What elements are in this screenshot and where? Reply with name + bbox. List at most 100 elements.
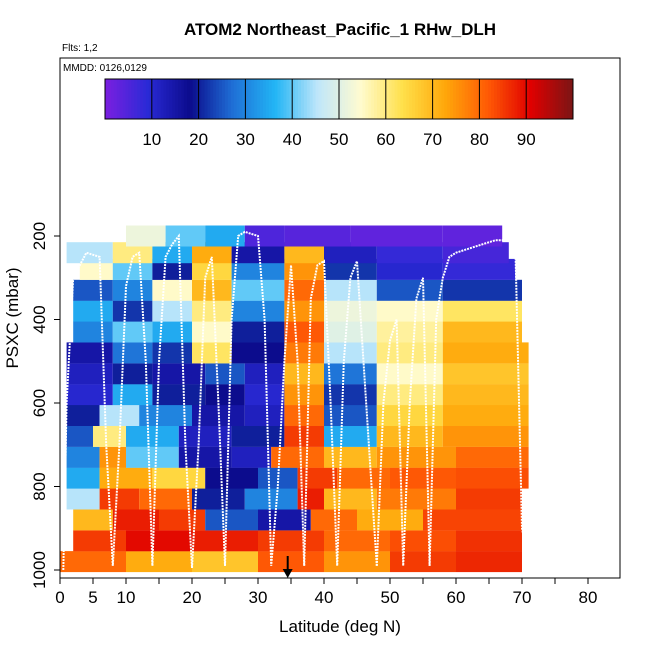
heatmap-cell xyxy=(205,384,245,406)
colorbar-swatch xyxy=(420,79,425,119)
colorbar-swatch xyxy=(426,79,431,119)
heatmap-cells xyxy=(60,225,529,573)
flight-trace xyxy=(62,250,154,571)
colorbar-swatch xyxy=(292,79,296,119)
heatmap-cell xyxy=(205,467,258,489)
heatmap-cell xyxy=(442,321,522,343)
heatmap-cell xyxy=(284,321,324,343)
heatmap-cell xyxy=(139,488,192,510)
heatmap-cell xyxy=(442,425,529,447)
heatmap-cell xyxy=(310,509,357,531)
colorbar-swatch xyxy=(105,79,109,119)
heatmap-cell xyxy=(152,258,192,280)
heatmap-cell xyxy=(66,363,113,385)
colorbar-swatch xyxy=(479,79,483,119)
heatmap-cell xyxy=(284,363,324,385)
heatmap-cell xyxy=(324,321,377,343)
colorbar-swatch xyxy=(353,79,357,119)
colorbar-swatch xyxy=(236,79,240,119)
heatmap-cell xyxy=(73,530,126,552)
x-axis-label: Latitude (deg N) xyxy=(279,617,401,636)
latitude-marker xyxy=(282,556,293,578)
y-tick-label: 1000 xyxy=(30,551,49,589)
colorbar-swatch xyxy=(186,79,191,119)
heatmap-cell xyxy=(390,530,456,552)
colorbar-swatch xyxy=(204,79,208,119)
heatmap-cell xyxy=(152,384,206,406)
colorbar-swatch xyxy=(558,79,562,119)
heatmap-cell xyxy=(376,258,443,280)
colorbar-swatch xyxy=(336,79,340,119)
colorbar-swatch xyxy=(400,79,404,119)
colorbar-swatch xyxy=(464,79,469,119)
heatmap-cell xyxy=(159,509,206,531)
heatmap-cell xyxy=(284,258,324,280)
colorbar-swatch xyxy=(271,79,276,119)
heatmap-cell xyxy=(350,225,443,247)
heatmap-cell xyxy=(376,279,443,301)
heatmap-cell xyxy=(99,467,153,489)
x-tick-label: 0 xyxy=(55,588,64,607)
colorbar-swatch xyxy=(514,79,518,119)
heatmap-cell xyxy=(60,551,126,573)
y-tick-label: 200 xyxy=(30,222,49,250)
heatmap-cell xyxy=(66,446,100,468)
heatmap-cell xyxy=(192,279,232,301)
colorbar-swatch xyxy=(213,79,217,119)
heatmap-cell xyxy=(112,321,153,343)
colorbar-swatch xyxy=(423,79,428,119)
colorbar-swatch xyxy=(365,79,369,119)
colorbar-swatch xyxy=(362,79,366,119)
heatmap-cell xyxy=(324,363,377,385)
flight-trace xyxy=(224,230,306,566)
colorbar-swatch xyxy=(280,79,284,119)
x-axis: 0 5 10 20 30 40 50 60 70 80 xyxy=(55,578,597,607)
heatmap-cell xyxy=(442,342,529,364)
colorbar-swatch xyxy=(470,79,474,119)
heatmap-cell xyxy=(66,384,113,406)
heatmap-cell xyxy=(192,300,232,322)
colorbar-swatch xyxy=(494,79,498,119)
heatmap-cell xyxy=(284,384,324,406)
colorbar-swatch xyxy=(456,79,460,119)
colorbar-swatch xyxy=(543,79,548,119)
colorbar-swatch xyxy=(412,79,416,119)
colorbar-swatch xyxy=(309,79,314,119)
heatmap-cell xyxy=(192,321,232,343)
colorbar-swatch xyxy=(295,79,299,119)
heatmap-cell xyxy=(324,405,377,426)
colorbar-swatch xyxy=(435,79,439,119)
x-tick-label: 10 xyxy=(117,588,136,607)
colorbar-swatch xyxy=(453,79,457,119)
heatmap-cell xyxy=(66,467,100,489)
colorbar-swatch xyxy=(406,79,410,119)
heatmap-cell xyxy=(376,488,456,510)
colorbar-swatch xyxy=(148,79,153,119)
heatmap-cell xyxy=(258,551,324,573)
colorbar-swatch xyxy=(125,79,129,119)
heatmap-cell xyxy=(112,279,153,301)
colorbar-swatch xyxy=(496,79,501,119)
heatmap-cell xyxy=(456,530,522,552)
heatmap-cell xyxy=(423,509,522,531)
colorbar-swatch xyxy=(561,79,565,119)
y-tick-label: 400 xyxy=(30,305,49,333)
heatmap-cell xyxy=(284,300,324,322)
colorbar-swatch xyxy=(251,79,255,119)
heatmap-cell xyxy=(357,509,423,531)
colorbar-swatch xyxy=(219,79,223,119)
heatmap-cell xyxy=(271,446,324,468)
heatmap-cell xyxy=(244,225,285,247)
plot-frame xyxy=(59,57,621,579)
colorbar-swatch xyxy=(110,79,115,119)
x-tick-label: 20 xyxy=(183,588,202,607)
heatmap-cell xyxy=(73,509,113,531)
heatmap-cell xyxy=(258,530,324,552)
colorbar-swatch xyxy=(537,79,542,119)
colorbar-swatch xyxy=(169,79,173,119)
colorbar-swatch xyxy=(145,79,150,119)
x-tick-label: 30 xyxy=(249,588,268,607)
heatmap-cell xyxy=(165,225,206,247)
colorbar-swatch xyxy=(488,79,492,119)
